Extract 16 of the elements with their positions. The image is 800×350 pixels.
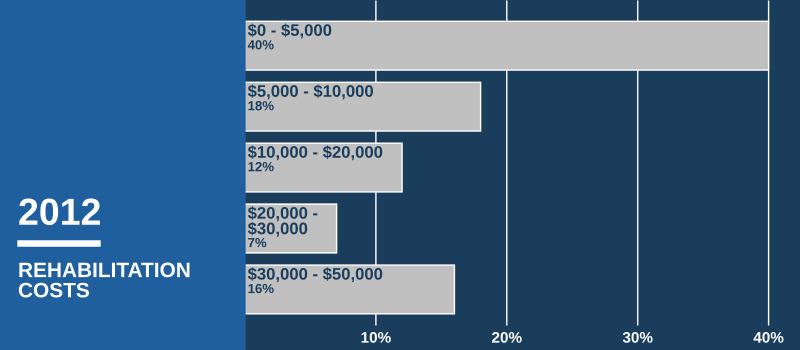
x-tick-label: 20%	[492, 332, 522, 343]
x-tick-label: 30%	[622, 332, 653, 343]
y-tick-label: $20,000 - $30,000	[248, 206, 318, 237]
y-tick-label: $10,000 - $20,000	[248, 145, 382, 160]
y-tick-label: $5,000 - $10,000	[248, 84, 373, 100]
x-tick-label: 40%	[754, 332, 784, 343]
y-tick-label: $30,000 - $50,000	[248, 267, 382, 282]
data-label: 40%	[248, 40, 274, 50]
data-label: 18%	[248, 101, 274, 110]
data-label: 12%	[248, 162, 274, 172]
text: REHABILITATION COSTS	[18, 262, 190, 298]
text: 2012	[19, 198, 100, 226]
data-label: 7%	[248, 238, 266, 248]
y-tick-label: $0 - $5,000	[248, 23, 332, 38]
data-label: 16%	[248, 284, 274, 294]
x-tick-label: 10%	[362, 332, 391, 343]
